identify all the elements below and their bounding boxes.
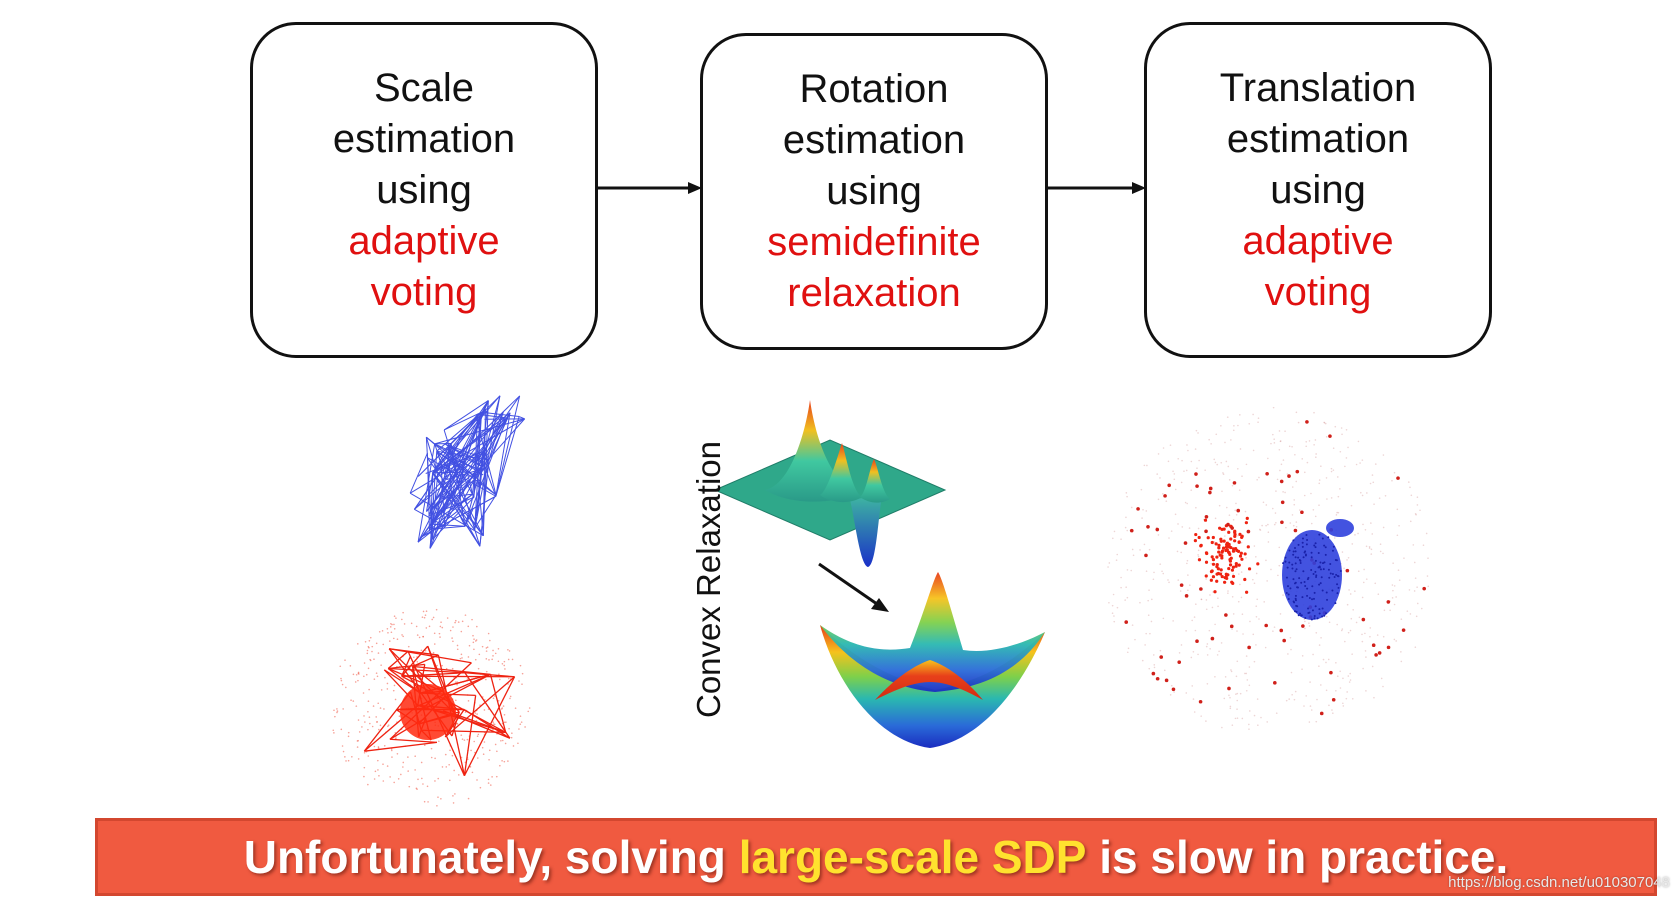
convex-relaxation-label: Convex Relaxation	[690, 441, 727, 718]
model-wireframe-figure	[409, 395, 526, 549]
nonconvex-surface-figure	[713, 400, 947, 567]
translation-line-2: estimation	[1226, 116, 1410, 161]
scale-method-line-1: adaptive	[348, 218, 500, 263]
banner-text-before: Unfortunately, solving	[243, 831, 739, 883]
scale-estimation-box: Scale estimation using adaptive voting	[250, 22, 598, 358]
translation-method-line-1: adaptive	[1242, 218, 1394, 263]
translation-line-3: using	[1270, 167, 1366, 212]
conclusion-banner: Unfortunately, solving large-scale SDP i…	[95, 818, 1657, 896]
rotation-line-2: estimation	[782, 118, 966, 162]
scale-method-line-2: voting	[370, 269, 478, 314]
banner-text-after: is slow in practice.	[1086, 831, 1509, 883]
watermark: https://blog.csdn.net/u010307048	[1448, 874, 1670, 891]
translation-method-line-2: voting	[1264, 269, 1372, 314]
banner-highlight: large-scale SDP	[738, 831, 1087, 883]
scale-line-1: Scale	[373, 65, 475, 110]
translation-line-1: Translation	[1219, 65, 1417, 110]
rotation-line-3: using	[826, 169, 922, 213]
correspondence-graph-figure	[332, 608, 531, 807]
rotation-method-line-1: semidefinite	[767, 220, 981, 264]
rotation-line-1: Rotation	[799, 67, 949, 111]
rotation-estimation-box: Rotation estimation using semidefinite r…	[700, 33, 1048, 350]
relaxation-arrow	[818, 562, 889, 612]
arrow-rotation-to-translation	[1048, 182, 1146, 194]
scale-line-3: using	[376, 167, 472, 212]
rotation-method-line-2: relaxation	[787, 271, 961, 315]
translation-point-cloud-figure	[1107, 406, 1430, 730]
scale-line-2: estimation	[332, 116, 516, 161]
convex-surface-figure	[820, 572, 1045, 748]
arrow-scale-to-rotation	[598, 182, 702, 194]
translation-estimation-box: Translation estimation using adaptive vo…	[1144, 22, 1492, 358]
